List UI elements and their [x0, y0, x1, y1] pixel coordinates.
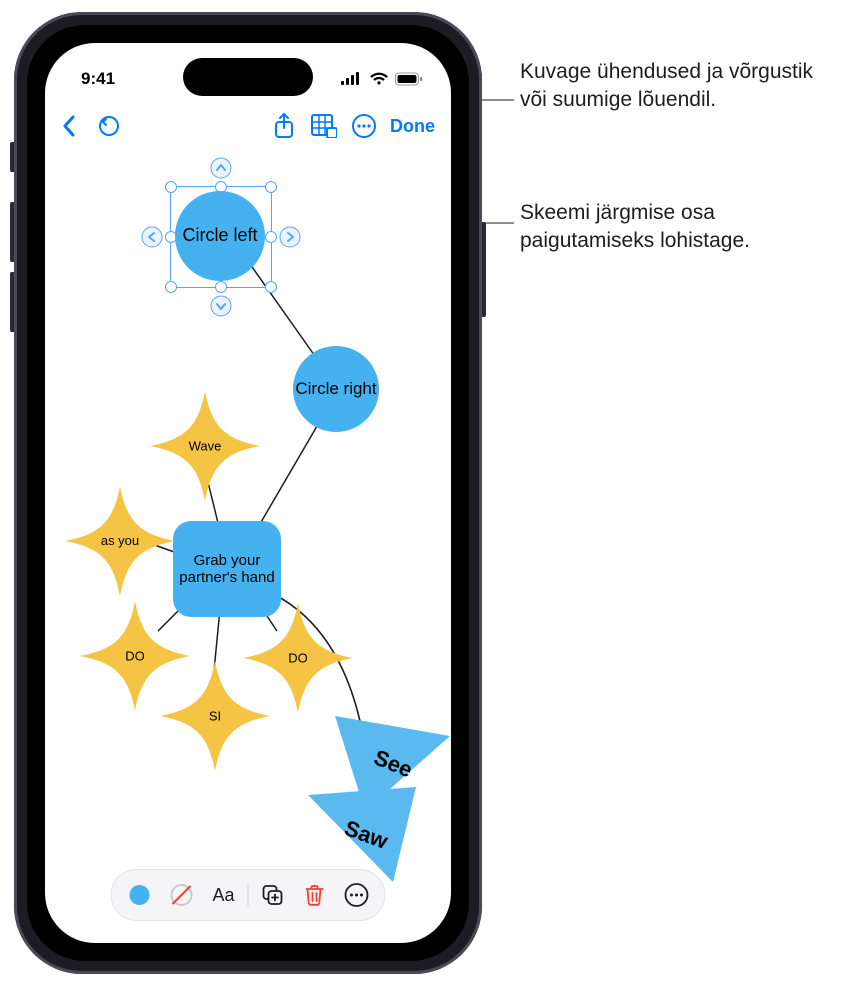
node-label: SI: [209, 709, 221, 724]
screen: 9:41: [45, 43, 451, 943]
add-node-left[interactable]: [141, 226, 163, 248]
device-frame: 9:41: [14, 12, 482, 974]
ellipsis-circle-icon: [344, 882, 370, 908]
more-button[interactable]: [344, 106, 384, 146]
duplicate-button[interactable]: [253, 875, 293, 915]
back-button[interactable]: [49, 106, 89, 146]
node-label: Circle right: [295, 380, 376, 399]
toolbar: Done: [45, 103, 451, 149]
canvas-options-button[interactable]: [304, 106, 344, 146]
side-button: [482, 222, 486, 317]
ellipsis-circle-icon: [351, 113, 377, 139]
grid-connections-icon: [311, 114, 337, 138]
share-button[interactable]: [264, 106, 304, 146]
undo-button[interactable]: [89, 106, 129, 146]
add-node-down[interactable]: [210, 295, 232, 317]
node-label: Grab your partner's hand: [177, 552, 277, 587]
done-button[interactable]: Done: [384, 116, 451, 137]
canvas[interactable]: Circle left Circle right Grab your partn…: [45, 151, 451, 857]
fill-icon: [129, 884, 151, 906]
duplicate-icon: [261, 883, 285, 907]
callout-canvas-options: Kuvage ühendused ja võrgustik või suumig…: [520, 58, 840, 115]
delete-button[interactable]: [295, 875, 335, 915]
no-stroke-icon: [169, 882, 195, 908]
text-style-button[interactable]: Aa: [204, 875, 244, 915]
fill-button[interactable]: [120, 875, 160, 915]
volume-up: [10, 202, 14, 262]
node-si[interactable]: SI: [160, 661, 270, 771]
node-label: Circle left: [182, 226, 257, 246]
node-label: Wave: [189, 439, 222, 454]
more-actions-button[interactable]: [337, 875, 377, 915]
node-label: DO: [125, 649, 145, 664]
battery-icon: [395, 72, 423, 86]
cellular-icon: [341, 72, 363, 86]
separator: [248, 883, 249, 907]
add-node-right[interactable]: [279, 226, 301, 248]
node-label: as you: [100, 534, 140, 548]
node-label: DO: [288, 651, 308, 666]
node-asyou[interactable]: as you: [65, 486, 175, 596]
node-wave[interactable]: Wave: [150, 391, 260, 501]
callout-drag-handle: Skeemi järgmise osa paigutamiseks lohist…: [520, 199, 840, 256]
node-circle-left[interactable]: Circle left: [175, 191, 265, 281]
undo-icon: [97, 114, 121, 138]
chevron-left-icon: [61, 115, 77, 137]
text-style-label: Aa: [212, 885, 234, 906]
dynamic-island: [183, 58, 313, 96]
status-icons: [341, 72, 423, 86]
share-icon: [273, 113, 295, 139]
volume-down: [10, 272, 14, 332]
status-time: 9:41: [81, 69, 115, 89]
add-node-up[interactable]: [210, 157, 232, 179]
trash-icon: [304, 883, 326, 907]
editing-toolbar: Aa: [111, 869, 386, 921]
wifi-icon: [369, 72, 389, 86]
node-saw[interactable]: Saw: [308, 787, 423, 882]
stroke-button[interactable]: [162, 875, 202, 915]
node-circle-right[interactable]: Circle right: [293, 346, 379, 432]
mute-switch: [10, 142, 14, 172]
